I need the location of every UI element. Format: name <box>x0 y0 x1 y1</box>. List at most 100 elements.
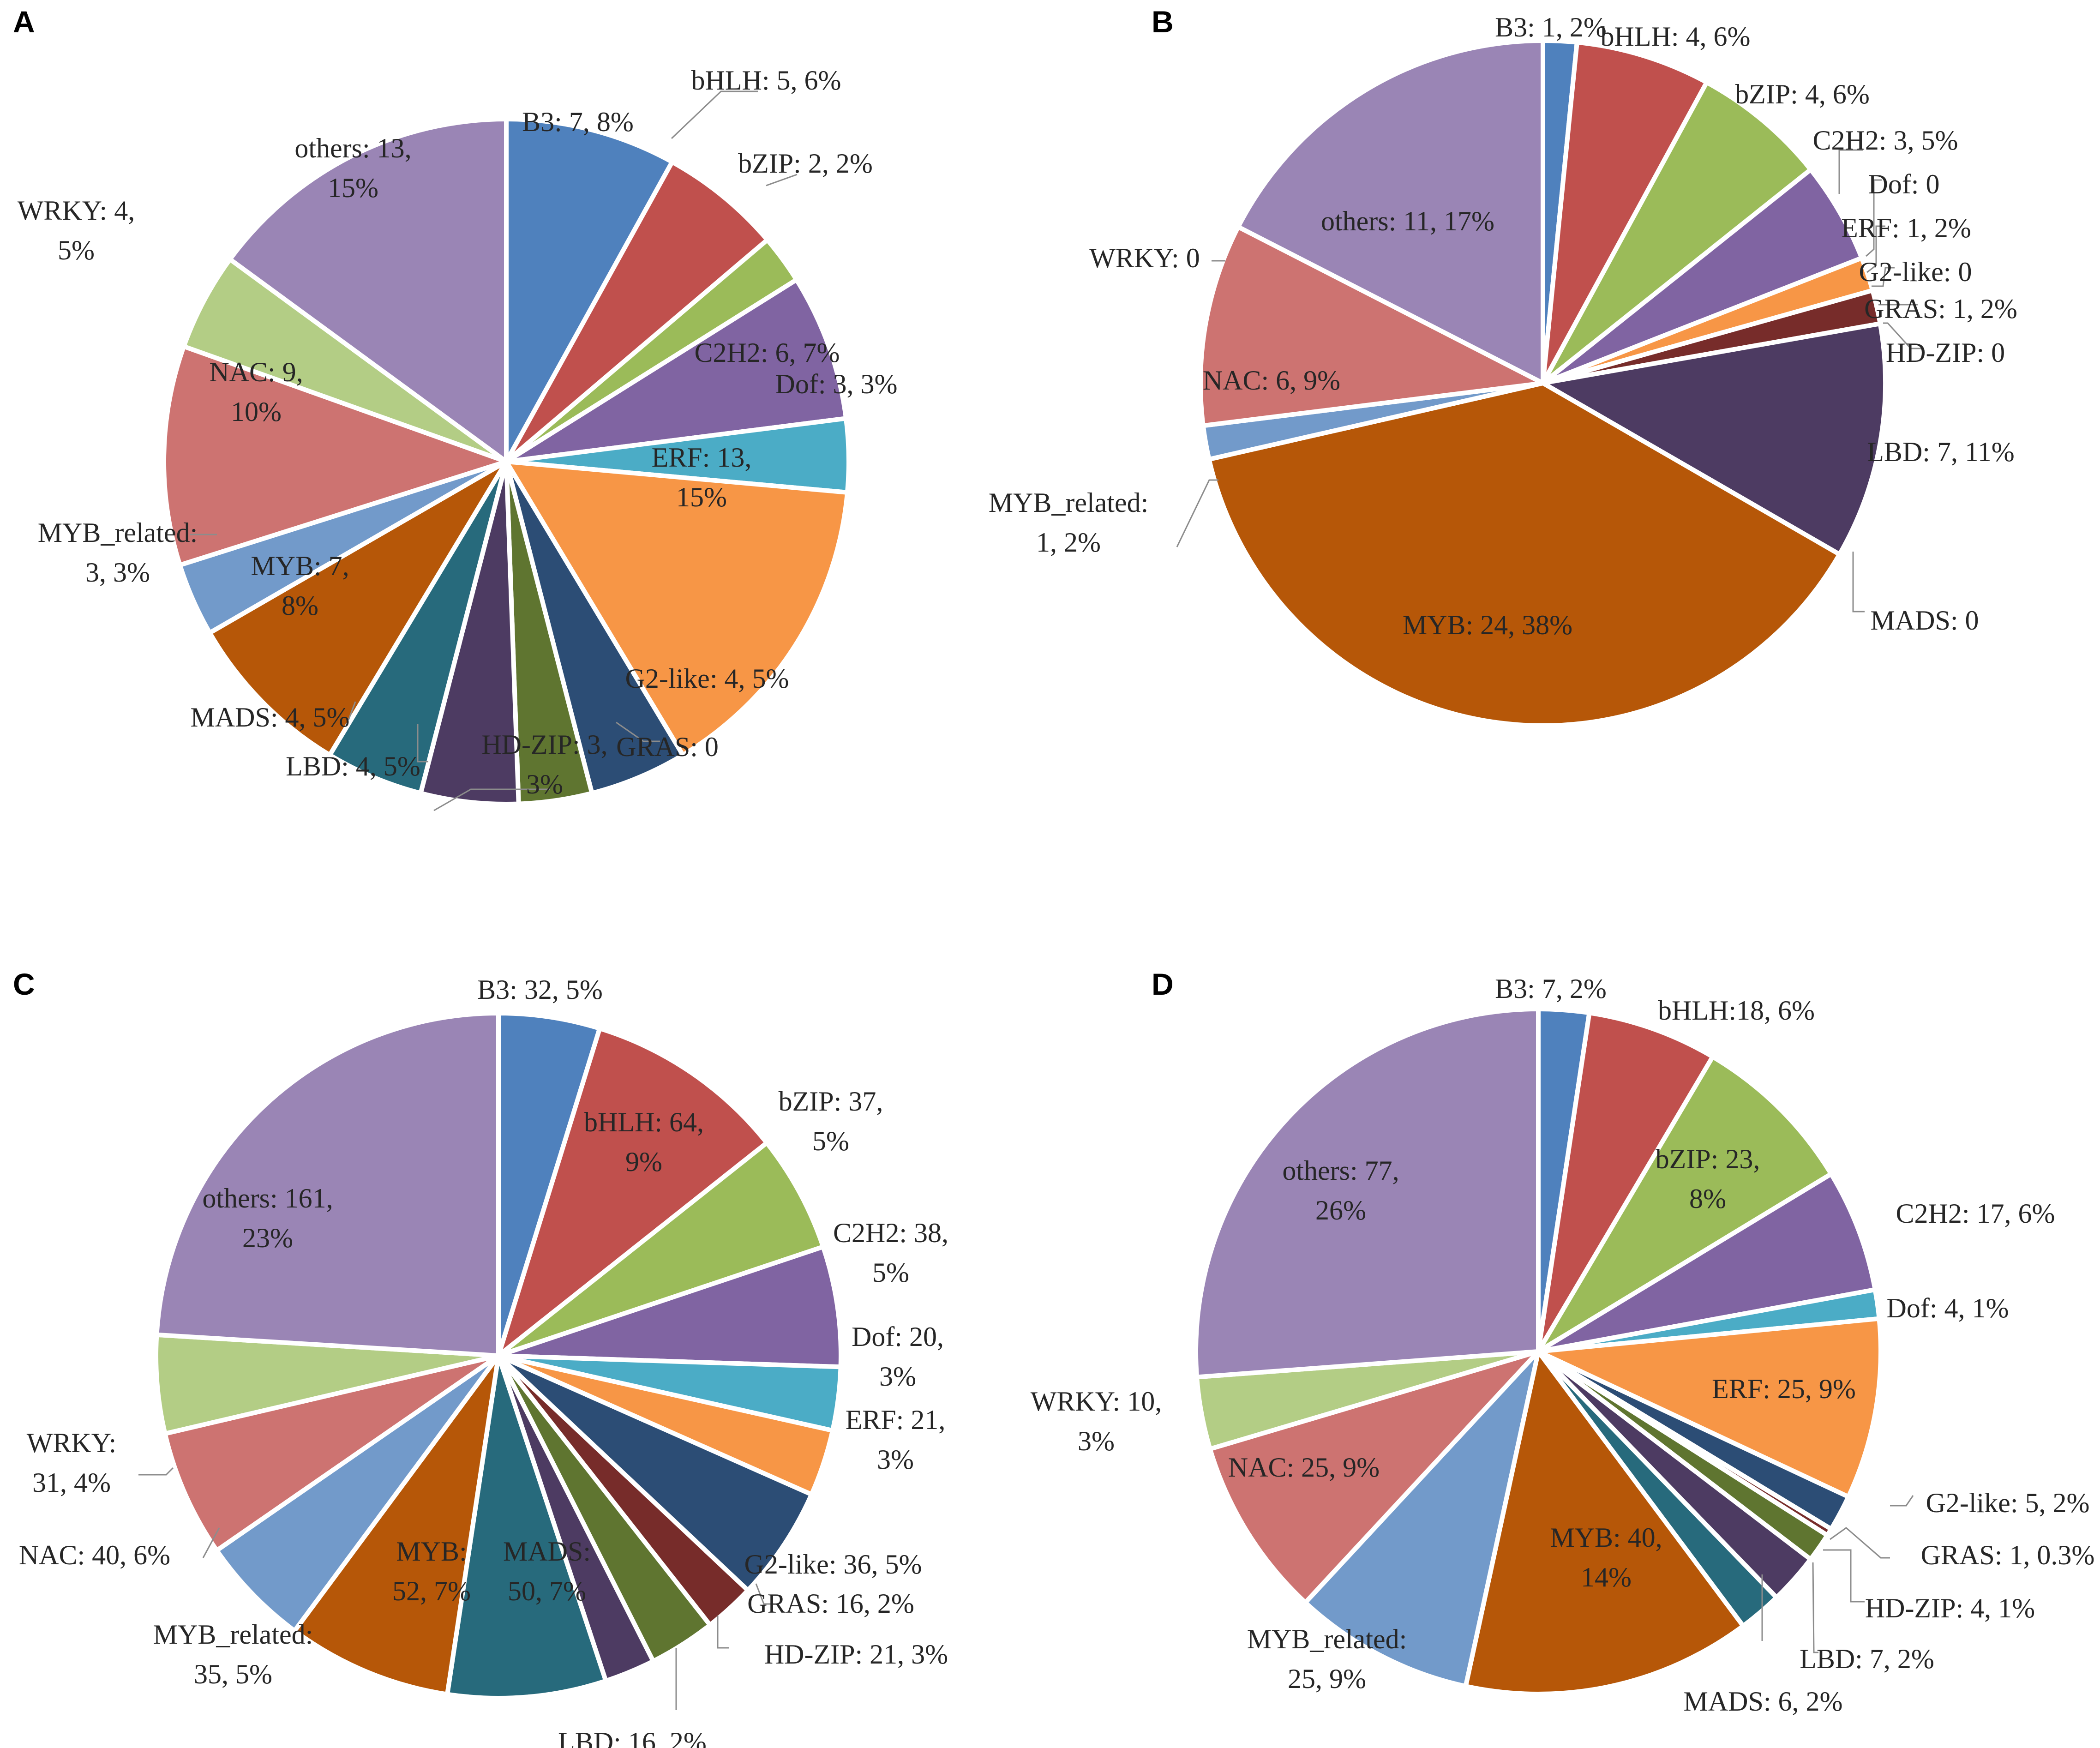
data-label-line: HD-ZIP: 3, <box>481 729 607 760</box>
data-label-wrky: WRKY: 4, 5% <box>18 195 135 265</box>
data-label-line: ERF: 21, <box>846 1405 946 1435</box>
data-label-line: MYB_related: <box>989 487 1149 518</box>
data-label-line: bZIP: 4, 6% <box>1735 79 1870 109</box>
leader-line-lbd <box>417 724 428 763</box>
pie-slice-myb <box>206 455 513 758</box>
pie-slice-myb <box>291 1354 501 1697</box>
pie-slice-nac <box>1198 223 1551 428</box>
data-label-line: ERF: 13, <box>652 442 752 473</box>
data-label-line: 31, 4% <box>32 1467 111 1498</box>
data-label-lbd: LBD: 16, 2% <box>558 1727 707 1748</box>
pie-slice-others <box>154 1010 501 1358</box>
pie-slice-myb <box>1206 380 1843 728</box>
data-label-line: HD-ZIP: 0 <box>1886 337 2005 368</box>
data-label-line: 3% <box>526 769 563 799</box>
data-label-line: G2-like: 0 <box>1859 257 1972 287</box>
data-label-bhlh: bHLH: 4, 6% <box>1601 21 1751 52</box>
pie-slice-others <box>1235 38 1545 387</box>
data-label-line: 8% <box>282 590 318 621</box>
data-label-b3: B3: 7, 2% <box>1495 973 1607 1004</box>
data-label-erf: ERF: 25, 9% <box>1712 1374 1856 1404</box>
data-label-line: NAC: 6, 9% <box>1203 365 1340 396</box>
data-label-bzip: bZIP: 2, 2% <box>738 148 873 179</box>
data-label-c2h2: C2H2: 3, 5% <box>1813 125 1958 156</box>
data-label-nac: NAC: 25, 9% <box>1228 1452 1380 1483</box>
data-label-line: bHLH:18, 6% <box>1658 995 1815 1026</box>
pie-slice-bhlh <box>494 1025 770 1362</box>
pie-slice-bhlh <box>1541 40 1710 384</box>
data-label-line: 1, 2% <box>1036 527 1101 558</box>
data-label-wrky: WRKY: 10, 3% <box>1031 1386 1162 1456</box>
leader-line-mads <box>348 701 356 721</box>
data-label-myb-related: MYB_related: 3, 3% <box>38 517 198 588</box>
pie-slice-g2-like <box>504 460 686 796</box>
pie-slice-bhlh <box>504 159 771 463</box>
data-label-line: WRKY: 10, <box>1031 1386 1162 1417</box>
data-label-mads: MADS: 50, 7% <box>503 1536 591 1606</box>
pie-panel-a: A B3: 7, 8% bHLH: 5, 6% bZIP: 2, 2% C2H2: 6,… <box>13 5 897 811</box>
data-label-line: WRKY: <box>27 1428 116 1458</box>
pie-slice-myb-related <box>213 1353 501 1634</box>
data-label-line: 3% <box>877 1444 914 1475</box>
data-label-line: bHLH: 64, <box>584 1107 704 1137</box>
data-label-line: bZIP: 23, <box>1656 1144 1760 1174</box>
data-label-myb: MYB: 52, 7% <box>392 1536 471 1606</box>
data-label-line: MYB_related: <box>153 1619 313 1650</box>
data-label-line: G2-like: 5, 2% <box>1926 1488 2090 1518</box>
panel-letter-d: D <box>1152 967 1174 1001</box>
data-label-line: 5% <box>58 235 95 265</box>
data-label-line: B3: 32, 5% <box>477 974 603 1005</box>
leader-line-bhlh <box>671 90 758 139</box>
pie-labels-c: B3: 32, 5% bHLH: 64, 9% bZIP: 37, 5% C2H2: 38… <box>19 974 948 1748</box>
data-label-line: 9% <box>625 1147 662 1177</box>
data-label-line: HD-ZIP: 4, 1% <box>1865 1593 2035 1623</box>
pie-labels-a: B3: 7, 8% bHLH: 5, 6% bZIP: 2, 2% C2H2: 6, … <box>18 65 897 811</box>
data-label-line: others: 161, <box>202 1183 333 1213</box>
data-label-wrky: WRKY: 31, 4% <box>27 1428 116 1498</box>
pie-slice-bzip <box>1541 79 1814 385</box>
leader-line-g2-like <box>1890 1495 1914 1507</box>
pie-panel-c: C B3: 32, 5%bHLH: 64, 9%bZIP: 37, 5%C2H2: 3… <box>13 967 948 1748</box>
data-label-nac: NAC: 6, 9% <box>1203 365 1340 396</box>
data-label-line: 23% <box>242 1223 293 1253</box>
data-label-line: 5% <box>812 1126 849 1156</box>
pie-slice-c2h2 <box>505 276 849 464</box>
data-label-myb-related: MYB_related: 1, 2% <box>989 487 1149 558</box>
data-label-hd-zip: HD-ZIP: 0 <box>1886 337 2005 368</box>
data-label-gras: GRAS: 16, 2% <box>747 1588 914 1619</box>
data-label-myb: MYB: 7, 8% <box>251 551 349 621</box>
leader-line-nac <box>202 1527 220 1558</box>
pie-slice-erf <box>502 459 850 758</box>
data-label-erf: ERF: 13, 15% <box>652 442 752 512</box>
data-label-line: bZIP: 2, 2% <box>738 148 873 179</box>
leader-line-hd-zip <box>433 788 550 811</box>
data-label-c2h2: C2H2: 6, 7% <box>695 337 840 368</box>
data-label-myb: MYB: 40, 14% <box>1550 1522 1662 1592</box>
pie-slice-nac <box>1207 1347 1546 1606</box>
leader-line-hd-zip <box>1823 1549 1865 1603</box>
data-label-lbd: LBD: 7, 2% <box>1800 1644 1934 1674</box>
data-label-line: WRKY: 4, <box>18 195 135 226</box>
data-label-line: others: 77, <box>1282 1155 1399 1186</box>
data-label-g2-like: G2-like: 0 <box>1859 257 1972 287</box>
data-label-line: ERF: 1, 2% <box>1841 213 1971 243</box>
data-label-line: bZIP: 37, <box>779 1086 883 1117</box>
data-label-line: C2H2: 17, 6% <box>1896 1198 2055 1229</box>
leader-line-lbd <box>1812 1562 1818 1653</box>
data-label-c2h2: C2H2: 17, 6% <box>1896 1198 2055 1229</box>
data-label-line: B3: 7, 2% <box>1495 973 1607 1004</box>
data-label-line: MADS: 6, 2% <box>1683 1686 1842 1717</box>
data-label-bhlh: bHLH: 5, 6% <box>691 65 841 96</box>
pie-slice-bzip <box>497 1139 826 1358</box>
pie-slices-b <box>1198 38 1888 728</box>
data-label-line: bHLH: 5, 6% <box>691 65 841 96</box>
data-label-line: 25, 9% <box>1288 1664 1366 1694</box>
pie-slice-lbd <box>1536 321 1888 558</box>
data-label-c2h2: C2H2: 38, 5% <box>833 1218 948 1288</box>
data-label-hd-zip: HD-ZIP: 4, 1% <box>1865 1593 2035 1623</box>
data-label-erf: ERF: 21, 3% <box>846 1405 946 1475</box>
leader-line-dof <box>1866 179 1882 257</box>
data-label-line: MYB: <box>396 1536 467 1567</box>
leader-line-gras <box>1830 1527 1890 1559</box>
